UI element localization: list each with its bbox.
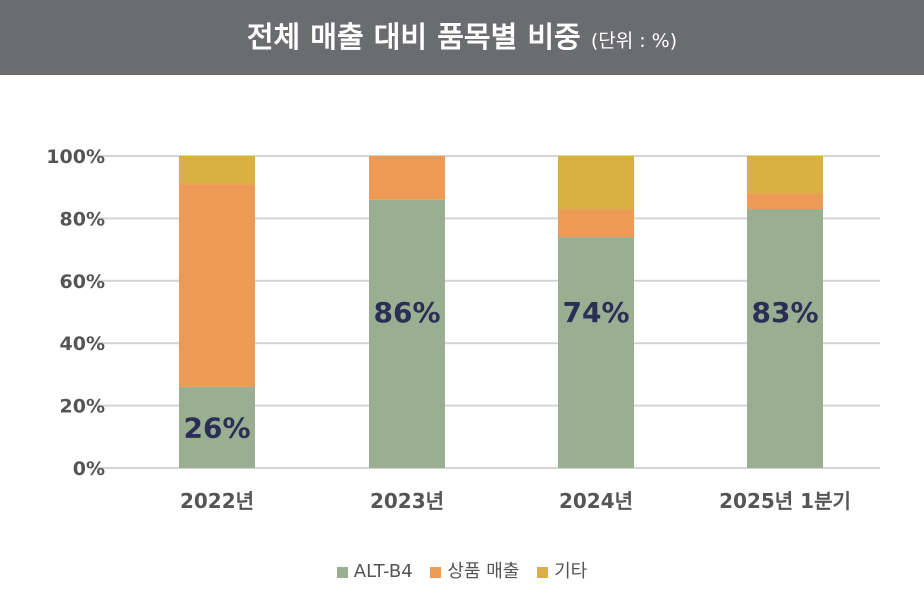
- x-tick-label: 2024년: [559, 489, 633, 513]
- chart-title-bar: 전체 매출 대비 품목별 비중 (단위 : %): [0, 0, 924, 75]
- bar-segment-1: [558, 209, 634, 238]
- bar-segment-0: [179, 386, 255, 468]
- x-tick-label: 2022년: [180, 489, 254, 513]
- bar-segment-0: [558, 237, 634, 468]
- bar-segment-0: [747, 209, 823, 469]
- x-tick-label: 2025년 1분기: [719, 489, 851, 513]
- y-tick-label: 60%: [60, 271, 105, 293]
- y-tick-label: 20%: [60, 396, 105, 418]
- bar-segment-2: [747, 156, 823, 194]
- legend: ALT-B4 상품 매출 기타: [0, 557, 924, 583]
- y-tick-label: 40%: [60, 333, 105, 355]
- data-label: 83%: [751, 296, 818, 329]
- bar-segment-0: [369, 199, 445, 468]
- y-tick-label: 100%: [46, 146, 105, 168]
- x-tick-label: 2023년: [370, 489, 444, 513]
- legend-label: 상품 매출: [447, 561, 520, 582]
- bar-segment-1: [747, 193, 823, 210]
- legend-item-product-sales: 상품 매출: [430, 561, 519, 582]
- data-label: 26%: [183, 411, 250, 444]
- y-tick-label: 80%: [60, 208, 105, 230]
- legend-item-other: 기타: [537, 561, 587, 582]
- legend-item-alt-b4: ALT-B4: [336, 561, 413, 582]
- data-label: 74%: [562, 296, 629, 329]
- data-label: 86%: [373, 296, 440, 329]
- bar-segment-2: [558, 156, 634, 210]
- legend-swatch: [430, 566, 442, 578]
- legend-swatch: [336, 566, 348, 578]
- bar-segment-1: [179, 184, 255, 387]
- chart-title: 전체 매출 대비 품목별 비중: [246, 20, 581, 54]
- y-tick-label: 0%: [73, 458, 105, 480]
- legend-label: 기타: [554, 561, 588, 582]
- bar-segment-1: [369, 156, 445, 200]
- legend-label: ALT-B4: [353, 561, 413, 582]
- bar-segment-2: [179, 156, 255, 185]
- chart-unit: (단위 : %): [590, 30, 678, 52]
- legend-swatch: [537, 566, 549, 578]
